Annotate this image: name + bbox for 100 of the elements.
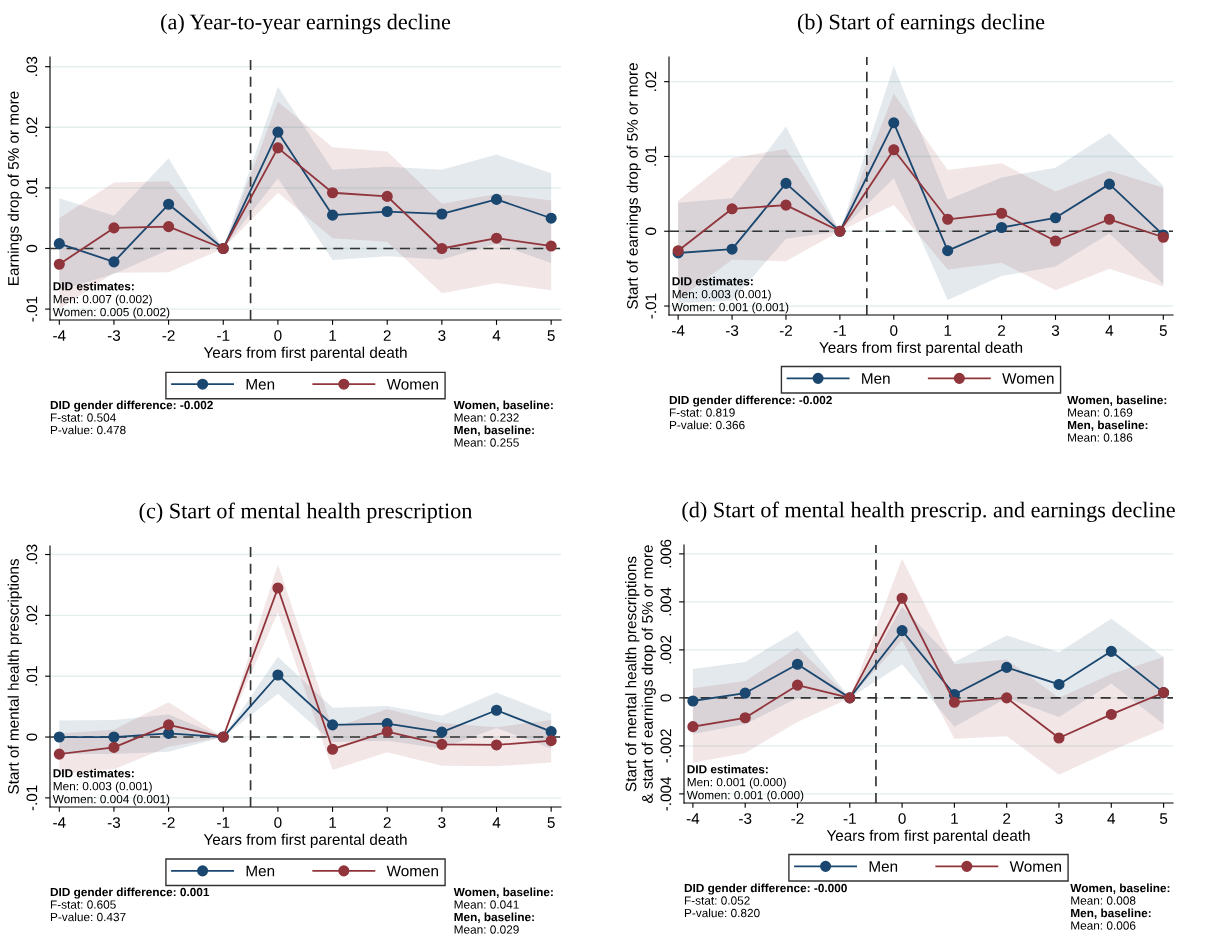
x-tick-label: 2 (383, 817, 391, 828)
y-tick-label: .02 (26, 117, 38, 137)
x-tick-label: -4 (53, 817, 66, 828)
text: Mean: 0.186 (1068, 433, 1133, 442)
x-tick-label: 5 (547, 817, 555, 828)
y-tick-label: 0 (26, 244, 38, 253)
text: F-stat: 0.504 (50, 413, 116, 422)
x-tick-label: 0 (898, 813, 906, 824)
text: Mean: 0.008 (1071, 896, 1136, 905)
x-tick-label: 4 (1105, 325, 1114, 336)
text: Women, baseline: (1070, 883, 1170, 894)
legend-label: Men (862, 373, 890, 384)
x-tick-label: -2 (779, 325, 792, 336)
text: Men, baseline: (1071, 908, 1151, 919)
legend-label: Men (246, 379, 275, 390)
text: P-value: 0.820 (684, 908, 760, 918)
y-tick-label: -.01 (645, 293, 657, 319)
y-tick-label: 0 (645, 227, 657, 235)
x-tick-label: -1 (843, 813, 856, 824)
y-tick-label: .03 (26, 544, 38, 564)
annotation: Women: 0.001 (0.000) (686, 790, 804, 802)
x-tick-label: 4 (492, 330, 501, 341)
text: DID gender difference: 0.001 (50, 887, 210, 899)
x-tick-label: 3 (438, 817, 446, 828)
x-tick-label: -3 (107, 330, 121, 341)
x-axis-title: Years from first parental death (203, 346, 407, 361)
annotation: DID estimates: (53, 768, 134, 778)
x-tick-label: 2 (1003, 813, 1011, 824)
x-tick-label: 5 (1159, 325, 1167, 336)
annotation: Men: 0.003 (0.001) (53, 781, 152, 793)
x-tick-label: -4 (686, 813, 700, 824)
x-axis-title: Years from first parental death (819, 341, 1023, 356)
text: P-value: 0.478 (50, 425, 126, 435)
y-tick-label: .01 (645, 146, 657, 166)
x-tick-label: 4 (1107, 813, 1116, 824)
x-tick-label: -3 (107, 817, 121, 828)
annotation: Men: 0.001 (0.000) (687, 777, 786, 789)
y-axis-title: Start of mental health prescriptions & start of earnings drop of 5% or more (625, 545, 656, 803)
x-tick-label: -1 (217, 330, 230, 341)
x-tick-label: 0 (890, 325, 898, 336)
y-tick-label: .02 (26, 605, 38, 625)
y-tick-label: .01 (26, 666, 38, 686)
y-tick-label: .006 (660, 539, 672, 568)
legend-label: Men (869, 861, 898, 872)
x-tick-label: 1 (329, 817, 337, 828)
y-tick-label: -.01 (26, 785, 38, 811)
chart-title: (b) Start of earnings decline (797, 13, 1045, 35)
y-tick-label: 0 (660, 694, 672, 702)
legend-label: Women (386, 865, 438, 877)
x-tick-label: 2 (383, 330, 391, 341)
annotation: Women: 0.004 (0.001) (52, 794, 170, 806)
legend-label: Women (1002, 373, 1054, 384)
annotation: DID estimates: (687, 764, 768, 774)
x-axis-title: Years from first parental death (826, 829, 1030, 844)
x-tick-label: -4 (53, 330, 66, 341)
y-tick-label: .01 (26, 178, 38, 198)
text: Mean: 0.041 (454, 900, 519, 909)
text: Women, baseline: (453, 400, 553, 411)
text: Men, baseline: (454, 425, 534, 436)
text: Women, baseline: (453, 887, 553, 898)
text: Mean: 0.255 (454, 438, 519, 447)
y-tick-label: .02 (645, 71, 657, 91)
annotation: DID estimates: (672, 276, 753, 286)
annotation: Men: 0.007 (0.002) (53, 294, 152, 306)
y-axis-title: Start of earnings drop of 5% or more (626, 63, 641, 309)
x-tick-label: -3 (739, 813, 752, 824)
x-tick-label: 0 (274, 330, 282, 341)
annotation: Women: 0.005 (0.002) (52, 307, 170, 319)
y-axis-title: Start of mental health prescriptions (7, 559, 22, 794)
x-tick-label: 1 (329, 330, 337, 341)
legend-label: Men (246, 865, 275, 877)
y-tick-label: 0 (26, 733, 38, 741)
x-tick-label: 0 (274, 817, 282, 828)
text: Mean: 0.232 (454, 413, 519, 422)
x-tick-label: 2 (998, 325, 1006, 336)
annotation: DID estimates: (53, 281, 134, 291)
x-tick-label: 1 (951, 813, 958, 824)
y-tick-label: .03 (26, 56, 38, 76)
x-tick-label: -2 (162, 330, 175, 341)
legend-label: Women (386, 379, 438, 390)
x-tick-label: 3 (1051, 325, 1060, 336)
x-tick-label: 1 (944, 325, 952, 336)
y-axis-title: Earnings drop of 5% or more (7, 91, 22, 285)
y-tick-label: -.004 (660, 776, 672, 811)
text: F-stat: 0.819 (669, 408, 735, 417)
text: P-value: 0.366 (669, 420, 745, 430)
annotation: Women: 0.001 (0.001) (671, 302, 789, 314)
x-tick-label: 5 (1159, 813, 1168, 824)
x-tick-label: -3 (725, 325, 739, 336)
legend-label: Women (1009, 861, 1061, 872)
chart-title: (a) Year-to-year earnings decline (161, 13, 451, 35)
text: DID gender difference: -0.002 (50, 400, 213, 412)
y-tick-label: .002 (660, 635, 672, 664)
annotation: Men: 0.003 (0.001) (672, 289, 771, 301)
y-tick-label: .004 (660, 587, 672, 616)
text: Women, baseline: (1067, 395, 1167, 406)
x-tick-label: -2 (791, 813, 804, 824)
x-tick-label: -1 (217, 817, 230, 828)
x-axis-title: Years from first parental death (203, 833, 407, 848)
y-tick-label: -.01 (26, 296, 38, 322)
